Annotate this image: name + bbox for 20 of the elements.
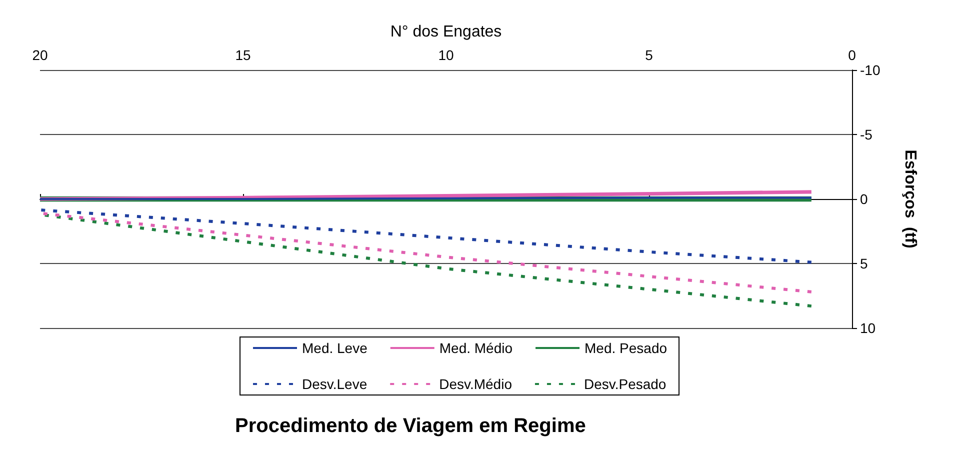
y-tick-label: -10 [860,62,880,78]
y-tick-label: 5 [860,256,868,272]
x-tick-label: 15 [235,47,251,63]
x-axis-title: N° dos Engates [390,24,502,40]
x-tick-label: 0 [848,47,856,63]
y-tick-label: 0 [860,191,868,207]
y-tick-label: 10 [860,320,876,336]
line-series [38,208,813,264]
y-tick-label: -5 [860,126,873,142]
text: Procedimento de Viagem em Regime [235,415,586,437]
legend-label: Med. Leve [302,340,368,356]
legend-label: Desv.Leve [302,376,368,392]
legend-label: Desv.Médio [439,376,512,392]
legend-label: Desv.Pesado [584,376,666,392]
x-tick-label: 5 [645,47,654,63]
x-tick-label: 10 [438,47,454,63]
y-axis-title: Esforços (tf) [902,150,918,248]
x-tick-label: 20 [32,47,48,63]
legend-label: Med. Pesado [584,340,668,356]
legend-label: Med. Médio [439,340,513,356]
